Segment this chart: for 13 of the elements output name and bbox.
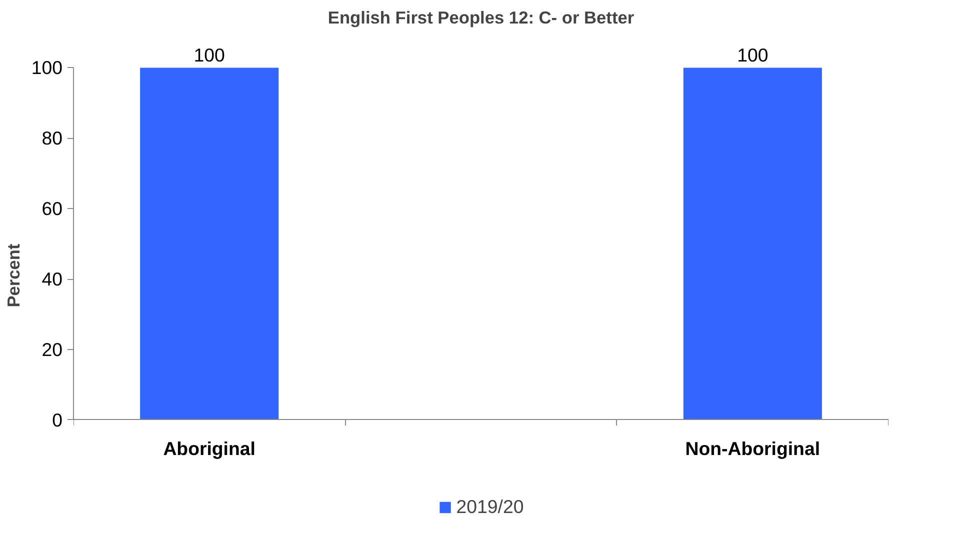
y-tick-label: 60 [42, 198, 63, 220]
y-tick-label: 80 [42, 128, 63, 149]
y-tick-label: 0 [52, 409, 63, 430]
y-axis-title: Percent [3, 243, 24, 308]
x-tick-label: Aboriginal [163, 438, 256, 459]
data-label: 100 [737, 44, 768, 66]
x-tick-label: Non-Aboriginal [685, 438, 820, 459]
chart-title: English First Peoples 12: C- or Better [328, 8, 634, 28]
y-tick-label: 20 [42, 338, 63, 360]
legend-label: 2019/20 [456, 496, 524, 518]
y-tick-label: 40 [42, 268, 63, 290]
y-tick-label: 100 [31, 57, 63, 78]
data-label: 100 [194, 44, 225, 66]
